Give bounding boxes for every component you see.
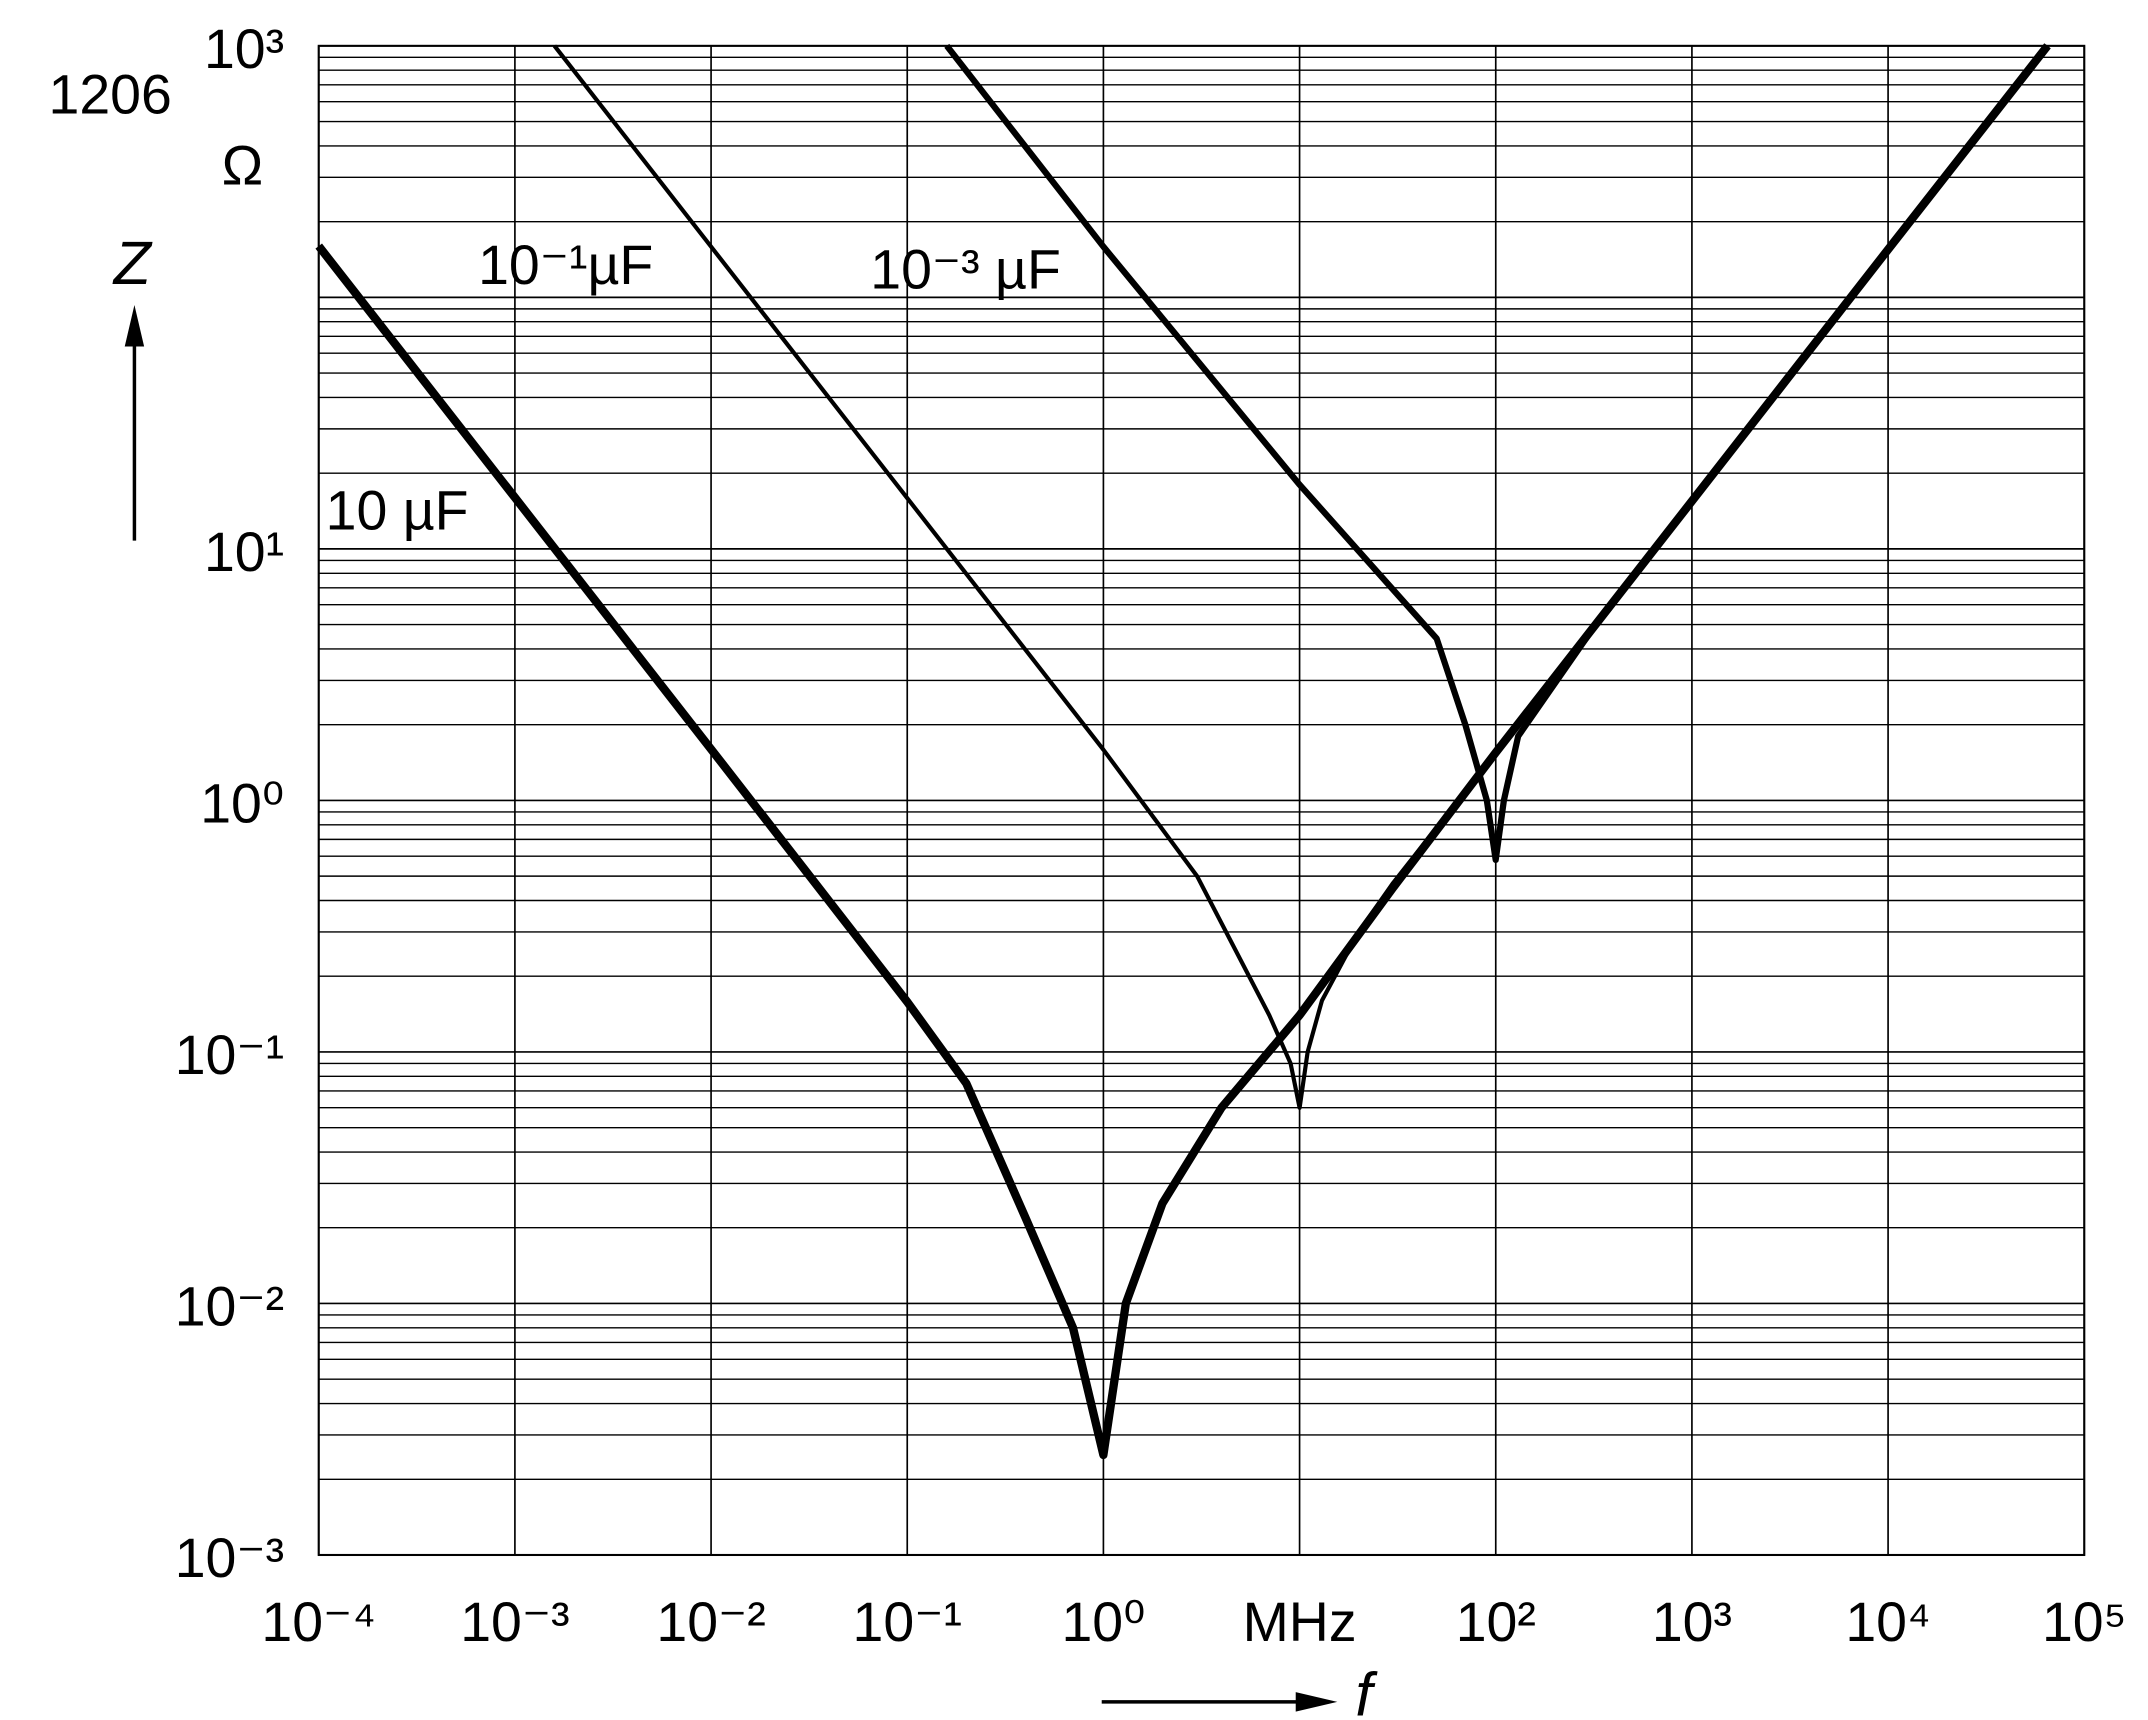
x-tick-label: 10⁴: [1845, 1591, 1930, 1653]
x-tick-label: 10⁰: [1061, 1591, 1145, 1653]
impedance-curve: [944, 43, 2050, 863]
impedance-curve: [552, 44, 2050, 1110]
x-tick-label: MHz: [1243, 1591, 1357, 1653]
y-axis-label: Z: [112, 229, 153, 297]
x-axis-label: f: [1355, 1661, 1378, 1720]
y-tick-label: 10⁻²: [175, 1276, 284, 1338]
y-tick-label: 10⁻³: [175, 1527, 284, 1589]
x-tick-label: 10⁻³: [460, 1591, 569, 1653]
series-label: 10⁻¹µF: [478, 234, 653, 296]
series-label: 10 µF: [326, 479, 469, 541]
y-tick-label: 10⁰: [200, 773, 284, 835]
x-tick-label: 10⁻⁴: [261, 1591, 376, 1653]
series-label: 10⁻³ µF: [870, 238, 1061, 300]
x-tick-label: 10⁵: [2042, 1591, 2127, 1653]
x-tick-label: 10²: [1456, 1591, 1536, 1653]
x-tick-label: 10³: [1652, 1591, 1732, 1653]
y-unit: Ω: [222, 134, 263, 196]
chart-title: 1206: [49, 64, 172, 126]
y-tick-label: 10³: [204, 18, 284, 80]
x-arrow-head: [1295, 1692, 1338, 1712]
y-tick-label: 10⁻¹: [175, 1024, 284, 1086]
y-tick-label: 10¹: [204, 521, 284, 583]
y-arrow-head: [124, 304, 145, 347]
x-tick-label: 10⁻²: [656, 1591, 765, 1653]
x-tick-label: 10⁻¹: [853, 1591, 962, 1653]
